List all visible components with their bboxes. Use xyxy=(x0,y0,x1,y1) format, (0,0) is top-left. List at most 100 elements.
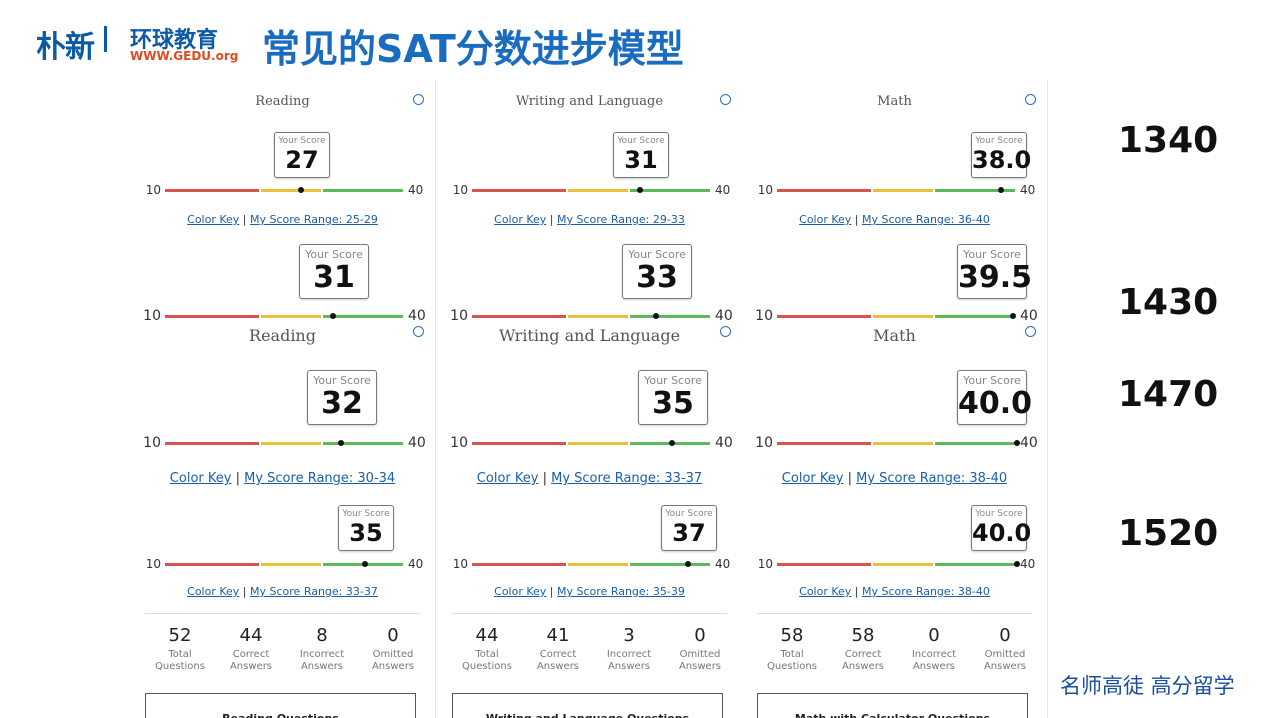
color-key-link[interactable]: Color Key xyxy=(799,585,852,598)
score-box: Your Score 38.0 xyxy=(971,132,1031,178)
score-marker xyxy=(298,187,304,193)
scale-min: 10 xyxy=(757,182,773,197)
score-panel: Reading 10 40 Your Score 27 Color Key | My Sc… xyxy=(130,80,436,242)
score-marker xyxy=(1014,561,1020,567)
score-bar-segment xyxy=(261,441,322,445)
score-range-link[interactable]: My Score Range: 33-37 xyxy=(250,585,378,598)
logo-cn: 朴新 xyxy=(36,30,95,65)
score-range-link[interactable]: My Score Range: 30-34 xyxy=(244,471,396,486)
score-panel: Writing and Language 10 40 Your Score 35 Colo… xyxy=(437,322,743,505)
score-bar-segment xyxy=(568,188,629,192)
score-bar-segment xyxy=(873,314,934,318)
score-total: 1340 xyxy=(1118,120,1219,161)
section-title: Math xyxy=(877,94,912,109)
color-key-link[interactable]: Color Key xyxy=(494,213,547,226)
stat-value: 0 xyxy=(387,625,399,646)
scale-min: 10 xyxy=(452,556,468,571)
questions-button[interactable]: Writing and Language Questions xyxy=(452,693,723,718)
score-panel: 10 40 Your Score 35 Color Key | My Score Ran… xyxy=(130,505,436,718)
score-links: Color Key | My Score Range: 33-37 xyxy=(476,471,703,486)
score-range-link[interactable]: My Score Range: 33-37 xyxy=(551,471,703,486)
score-label: Your Score xyxy=(278,136,326,146)
color-key-link[interactable]: Color Key xyxy=(494,585,547,598)
color-key-link[interactable]: Color Key xyxy=(187,585,240,598)
scale-max: 40 xyxy=(1020,307,1038,322)
color-key-link[interactable]: Color Key xyxy=(187,213,240,226)
score-value: 39.5 xyxy=(958,260,1033,295)
info-icon[interactable] xyxy=(1025,94,1036,105)
scale-max: 40 xyxy=(408,434,426,451)
stat-label: Incorrect Answers xyxy=(911,649,957,672)
score-bar-segment xyxy=(261,188,322,192)
questions-button[interactable]: Math with Calculator Questions xyxy=(757,693,1028,718)
score-bar-segment xyxy=(935,314,1015,318)
stat-label: Incorrect Answers xyxy=(299,649,345,672)
score-links: Color Key | My Score Range: 36-40 xyxy=(799,213,990,226)
stat-label: Omitted Answers xyxy=(371,649,415,672)
info-icon[interactable] xyxy=(720,94,731,105)
score-label: Your Score xyxy=(644,374,702,387)
score-label: Your Score xyxy=(975,136,1023,146)
score-value: 31 xyxy=(313,260,355,295)
stat-value: 0 xyxy=(694,625,706,646)
score-bar-segment xyxy=(777,314,871,318)
footer-slogan: 名师高徒 高分留学 xyxy=(1060,674,1235,698)
questions-button[interactable]: Reading Questions xyxy=(145,693,416,718)
score-panel: Math 10 40 Your Score 40.0 Color Key | My Sco… xyxy=(742,322,1048,505)
score-value: 35 xyxy=(349,519,383,547)
score-marker xyxy=(330,313,336,319)
scale-min: 10 xyxy=(755,434,773,451)
score-bar-segment xyxy=(165,188,259,192)
logo-brand: 环球教育 xyxy=(130,28,219,53)
color-key-link[interactable]: Color Key xyxy=(476,471,539,486)
info-icon[interactable] xyxy=(720,326,731,337)
stat-label: Incorrect Answers xyxy=(606,649,652,672)
score-range-link[interactable]: My Score Range: 29-33 xyxy=(557,213,685,226)
score-bar-segment xyxy=(165,441,259,445)
color-key-link[interactable]: Color Key xyxy=(781,471,844,486)
color-key-link[interactable]: Color Key xyxy=(169,471,232,486)
score-marker xyxy=(362,561,368,567)
info-icon[interactable] xyxy=(413,94,424,105)
scale-max: 40 xyxy=(1020,182,1036,197)
stat-value: 3 xyxy=(623,625,635,646)
stat-value: 41 xyxy=(546,625,570,646)
stat-label: Total Questions xyxy=(155,649,205,672)
score-box: Your Score 35 xyxy=(338,505,394,551)
score-bar-segment xyxy=(630,188,710,192)
score-panel: 10 40 Your Score 39.5 xyxy=(742,242,1048,322)
score-range-link[interactable]: My Score Range: 35-39 xyxy=(557,585,685,598)
score-range-link[interactable]: My Score Range: 36-40 xyxy=(862,213,990,226)
score-range-link[interactable]: My Score Range: 38-40 xyxy=(856,471,1008,486)
score-links: Color Key | My Score Range: 38-40 xyxy=(799,585,990,598)
score-panel: Reading 10 40 Your Score 32 Color Key | My Sc… xyxy=(130,322,436,505)
stat-value: 0 xyxy=(999,625,1011,646)
color-key-link[interactable]: Color Key xyxy=(799,213,852,226)
info-icon[interactable] xyxy=(413,326,424,337)
score-bar-segment xyxy=(472,562,566,566)
score-bar-segment xyxy=(630,562,710,566)
score-bar-segment xyxy=(630,314,710,318)
score-bar-segment xyxy=(165,562,259,566)
score-links: Color Key | My Score Range: 30-34 xyxy=(169,471,396,486)
info-icon[interactable] xyxy=(1025,326,1036,337)
score-range-link[interactable]: My Score Range: 25-29 xyxy=(250,213,378,226)
stat-label: Correct Answers xyxy=(536,649,580,672)
score-value: 32 xyxy=(321,386,363,421)
scale-max: 40 xyxy=(408,182,424,197)
score-links: Color Key | My Score Range: 35-39 xyxy=(494,585,685,598)
score-bar-segment xyxy=(261,314,322,318)
score-value: 33 xyxy=(636,260,678,295)
score-total: 1430 xyxy=(1118,282,1219,323)
score-box: Your Score 39.5 xyxy=(957,244,1033,299)
score-range-link[interactable]: My Score Range: 38-40 xyxy=(862,585,990,598)
score-label: Your Score xyxy=(628,248,686,261)
section-title: Math xyxy=(873,326,916,345)
section-title: Reading xyxy=(255,94,310,109)
scale-max: 40 xyxy=(408,307,426,322)
score-label: Your Score xyxy=(975,509,1023,519)
score-bar-segment xyxy=(165,314,259,318)
scale-min: 10 xyxy=(145,182,161,197)
scale-max: 40 xyxy=(408,556,424,571)
score-marker xyxy=(653,313,659,319)
